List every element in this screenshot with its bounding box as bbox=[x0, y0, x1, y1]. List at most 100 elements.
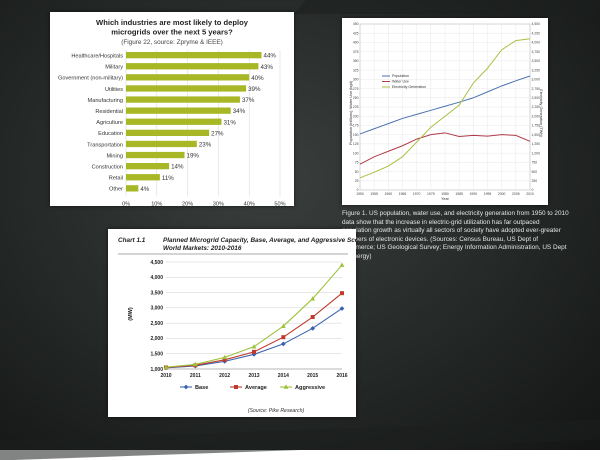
bar-category-label: Healthcare/Hospitals bbox=[71, 54, 123, 60]
microgrid-capacity-chart-card: Chart 1.1 Planned Microgrid Capacity, Ba… bbox=[108, 229, 380, 417]
pw-y-tick: 375 bbox=[353, 50, 359, 54]
bar bbox=[126, 96, 240, 103]
bar bbox=[126, 174, 160, 181]
pw-x-tick: 1970 bbox=[413, 192, 421, 196]
pw-y-tick: 425 bbox=[353, 31, 359, 35]
mg-y-tick: 3,500 bbox=[150, 290, 163, 296]
pw-y2-axis-label: Electricity Generation (TWh) bbox=[539, 89, 543, 137]
bar bbox=[126, 151, 185, 159]
mg-point bbox=[281, 335, 286, 340]
mg-x-tick: 2013 bbox=[248, 373, 259, 379]
bar-value-label: 19% bbox=[187, 153, 200, 160]
mg-y-axis-label: (MW) bbox=[128, 307, 134, 321]
pw-y-tick: 175 bbox=[353, 124, 359, 128]
bar-value-label: 40% bbox=[251, 75, 264, 82]
mg-source: (Source: Pike Research) bbox=[248, 408, 305, 414]
us-population-water-electricity-chart: 0 25 50 75 100 125 150 175 200 225 250 275 300 325 350… bbox=[349, 22, 543, 201]
mg-legend-label: Base bbox=[195, 385, 208, 391]
pw-x-axis-label: Year bbox=[441, 197, 449, 201]
bar-category-label: Construction bbox=[92, 165, 123, 171]
pw-x-tick: 2000 bbox=[498, 192, 506, 196]
bar-value-label: 34% bbox=[233, 108, 246, 115]
figure-caption: Figure 1. US population, water use, and … bbox=[342, 210, 569, 260]
microgrid-capacity-chart: Chart 1.1 Planned Microgrid Capacity, Ba… bbox=[118, 237, 380, 414]
bar bbox=[126, 74, 250, 81]
bar-chart-title-line1: Which industries are most likely to depl… bbox=[96, 18, 249, 27]
mg-chart-title-line1: Planned Microgrid Capacity, Base, Averag… bbox=[163, 237, 356, 244]
pw-y2-tick: 250 bbox=[532, 179, 538, 183]
bar-value-label: 44% bbox=[264, 53, 277, 60]
pw-y2-tick: 1,000 bbox=[532, 151, 541, 155]
pw-x-tick: 1975 bbox=[427, 192, 435, 196]
pw-y2-tick: 4,250 bbox=[532, 31, 541, 35]
industries-bar-chart: Which industries are most likely to depl… bbox=[58, 18, 286, 207]
pw-y2-tick: 1,500 bbox=[532, 133, 541, 137]
pw-y-axis-label: Population (millions), Water Use (bgd) bbox=[349, 80, 353, 145]
mg-x-tick: 2015 bbox=[307, 373, 318, 379]
bar-value-label: 4% bbox=[140, 186, 149, 193]
pw-series-line bbox=[359, 75, 531, 135]
mg-y-tick: 2,000 bbox=[150, 336, 163, 342]
pw-x-tick: 2005 bbox=[512, 192, 520, 196]
mg-chart-label: Chart 1.1 bbox=[118, 237, 146, 244]
pw-y-tick: 250 bbox=[353, 96, 359, 100]
mg-point bbox=[163, 364, 169, 369]
pw-series-line bbox=[359, 38, 531, 179]
mg-point bbox=[310, 296, 316, 301]
pw-legend-label: Water Use bbox=[392, 80, 409, 84]
bar-category-label: Utilities bbox=[105, 87, 123, 93]
mg-point bbox=[251, 344, 257, 349]
mg-point bbox=[222, 357, 227, 362]
mg-y-tick: 4,500 bbox=[150, 260, 163, 266]
bar-value-label: 37% bbox=[242, 97, 255, 104]
mg-x-tick: 2014 bbox=[278, 373, 289, 379]
mg-x-tick: 2011 bbox=[190, 373, 201, 379]
mg-series-line bbox=[165, 308, 343, 369]
bar-category-label: Other bbox=[109, 187, 123, 193]
pw-x-tick: 1955 bbox=[370, 192, 378, 196]
mg-y-tick: 1,500 bbox=[150, 352, 163, 358]
bar-chart-subtitle: (Figure 22, source: Zpryme & IEEE) bbox=[121, 39, 223, 46]
mg-x-tick: 2016 bbox=[336, 373, 347, 379]
pw-y-tick: 150 bbox=[353, 133, 359, 137]
pw-y-tick: 200 bbox=[353, 114, 359, 118]
bar bbox=[126, 163, 170, 170]
pw-y2-tick: 4,500 bbox=[532, 22, 541, 26]
bar-x-tick: 20% bbox=[182, 201, 193, 206]
bar-x-tick: 0% bbox=[122, 201, 130, 206]
mg-x-tick: 2010 bbox=[160, 373, 171, 379]
pw-y-tick: 300 bbox=[353, 78, 359, 82]
mg-point bbox=[340, 291, 344, 296]
pw-y-tick: 400 bbox=[353, 41, 359, 45]
bar-value-label: 31% bbox=[223, 119, 236, 126]
bar-chart-title-line2: microgrids over the next 5 years? bbox=[111, 28, 233, 37]
bar-category-label: Military bbox=[105, 65, 123, 71]
bar-value-label: 11% bbox=[162, 175, 174, 182]
mg-y-tick: 1,000 bbox=[150, 367, 163, 373]
mg-y-tick: 4,000 bbox=[150, 275, 163, 281]
bar bbox=[126, 85, 247, 92]
mg-point bbox=[280, 341, 286, 347]
bar-category-label: Retail bbox=[109, 176, 123, 182]
mg-point bbox=[280, 323, 286, 328]
pw-y2-tick: 3,750 bbox=[532, 50, 541, 54]
mg-point bbox=[310, 315, 315, 320]
bar-x-tick: 40% bbox=[244, 201, 255, 206]
pw-x-tick: 1990 bbox=[470, 192, 478, 196]
pw-x-tick: 1980 bbox=[441, 192, 449, 196]
bar bbox=[126, 118, 222, 125]
mg-point bbox=[339, 262, 345, 267]
bar-x-tick: 50% bbox=[274, 201, 285, 206]
mg-point bbox=[192, 361, 198, 367]
bar-value-label: 43% bbox=[260, 64, 273, 71]
pw-y2-tick: 2,000 bbox=[532, 114, 541, 118]
bar-category-label: Agriculture bbox=[96, 120, 123, 126]
pw-y2-tick: 1,750 bbox=[532, 124, 541, 128]
us-population-water-electricity-chart-card: 0 25 50 75 100 125 150 175 200 225 250 275 300 325 350… bbox=[342, 18, 548, 205]
pw-y-tick: 25 bbox=[355, 179, 359, 183]
pw-y-tick: 325 bbox=[353, 68, 359, 72]
bar-category-label: Transportation bbox=[87, 142, 123, 148]
pw-y-tick: 50 bbox=[355, 170, 359, 174]
pw-y-tick: 350 bbox=[353, 59, 359, 63]
pw-y-tick: 75 bbox=[355, 161, 359, 165]
